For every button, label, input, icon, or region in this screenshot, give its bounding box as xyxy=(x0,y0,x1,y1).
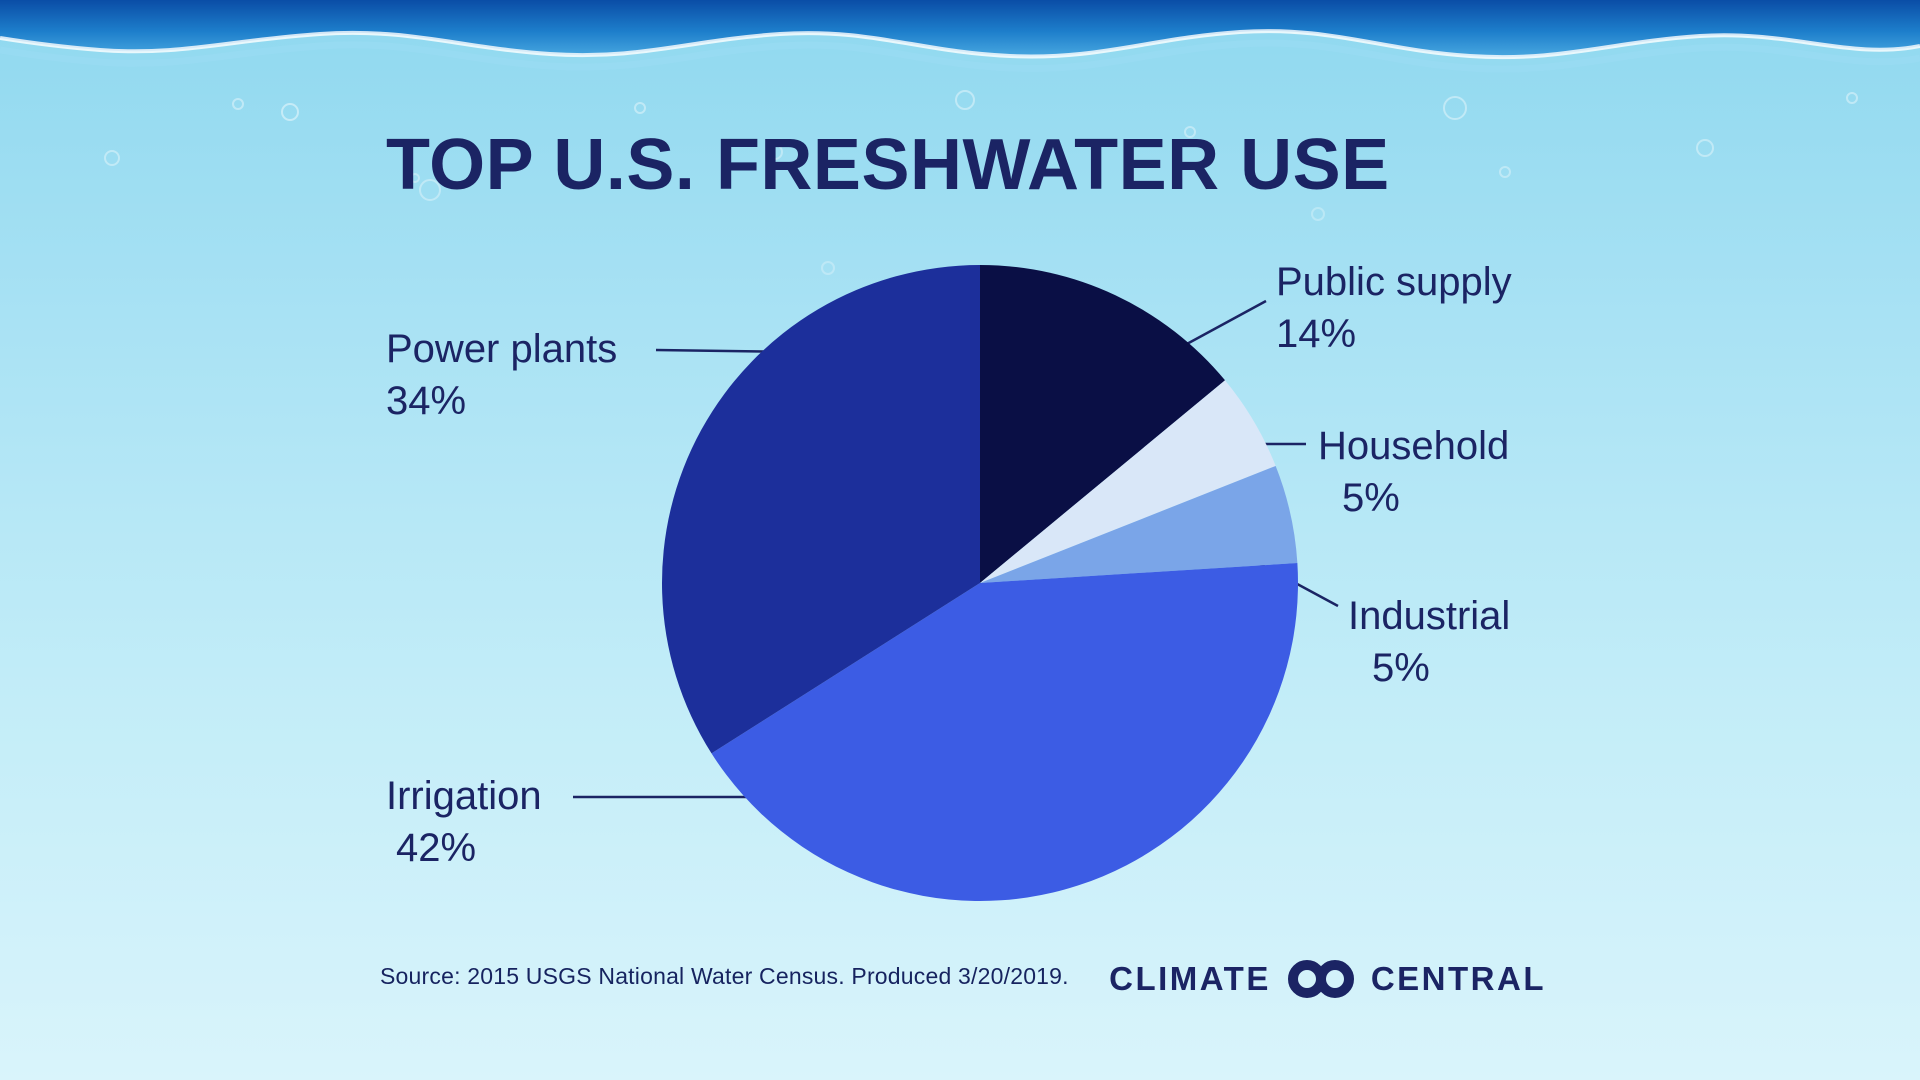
chart-title: TOP U.S. FRESHWATER USE xyxy=(386,125,1390,205)
pie-slice-public-supply xyxy=(980,265,1226,583)
pie-slice-industrial xyxy=(980,465,1298,583)
wave-foam-line xyxy=(0,29,1920,60)
logo-word-central: CENTRAL xyxy=(1370,960,1546,997)
callout-value: 5% xyxy=(1342,476,1400,520)
callout-value: 42% xyxy=(396,826,477,870)
callout-value: 5% xyxy=(1372,646,1430,690)
callout-irrigation: Irrigation 42% xyxy=(386,770,542,874)
callout-household: Household 5% xyxy=(1318,420,1509,524)
callout-power-plants: Power plants 34% xyxy=(386,323,617,427)
callout-value: 14% xyxy=(1276,312,1357,356)
wave-underglow xyxy=(0,39,1920,73)
callout-public-supply: Public supply 14% xyxy=(1276,256,1512,360)
wave-band xyxy=(0,0,1920,58)
callout-label: Public supply xyxy=(1276,260,1512,304)
water-wave-decoration xyxy=(0,0,1920,73)
logo-rings-icon xyxy=(1287,960,1354,998)
callout-label: Power plants xyxy=(386,327,618,371)
source-attribution: Source: 2015 USGS National Water Census.… xyxy=(380,963,1069,989)
callout-label: Household xyxy=(1318,424,1510,468)
callout-label: Industrial xyxy=(1348,594,1511,638)
callout-label: Irrigation xyxy=(386,774,542,818)
callout-value: 34% xyxy=(386,379,467,423)
pie-slice-irrigation xyxy=(711,563,1298,901)
pie-slice-household xyxy=(980,380,1276,583)
climate-central-logo: CLIMATE CENTRAL xyxy=(1109,956,1546,1002)
pie-slice-power-plants xyxy=(661,265,980,754)
callout-industrial: Industrial 5% xyxy=(1348,590,1510,694)
logo-word-climate: CLIMATE xyxy=(1109,960,1271,997)
pie-chart xyxy=(661,265,1298,901)
